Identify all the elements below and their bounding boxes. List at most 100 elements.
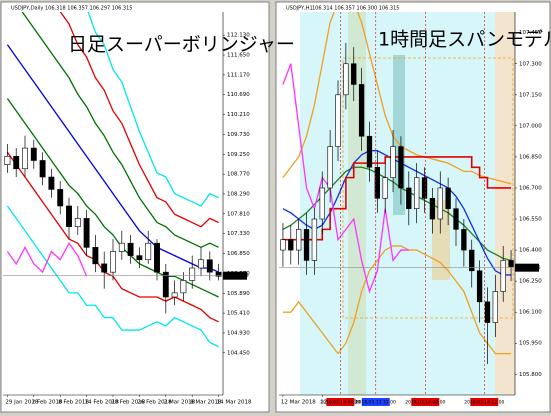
y-tick-label: 104.930 <box>227 330 250 336</box>
y-tick-label: 107.150 <box>519 92 542 98</box>
candle-body <box>311 218 318 261</box>
y-tick-label: 110.690 <box>227 92 250 98</box>
candle-body <box>500 260 506 292</box>
candle-body <box>57 189 64 207</box>
candle-body <box>437 187 443 220</box>
marker-label: 2018.03.14 12:00 <box>464 400 504 406</box>
candle-body <box>30 147 37 161</box>
candle-body <box>198 259 204 269</box>
ohlc: 106.314 106.357 106.300 106.315 <box>312 6 399 12</box>
indicator-line <box>6 205 219 348</box>
y-tick-label: 104.450 <box>227 350 250 356</box>
x-tick-label: 2 Feb 2018 <box>32 400 63 406</box>
candle-body <box>145 242 152 261</box>
x-tick-label: 12 Mar 2018 <box>281 400 316 406</box>
marker-box <box>326 398 355 406</box>
y-tick-label: 108.290 <box>227 191 250 197</box>
marker-label: 2018.03.13 00:00 <box>320 400 360 406</box>
candle-body <box>288 239 294 251</box>
candle-body <box>398 146 404 189</box>
candle-body <box>335 94 341 147</box>
candle-body <box>429 198 436 220</box>
y-tick-label: 106.850 <box>519 154 542 160</box>
candle-body <box>484 301 491 323</box>
x-tick-label: 14 Mar 2018 <box>217 400 252 406</box>
chart-title: 日足スーパーボリンジャー <box>68 34 295 56</box>
y-tick-label: 106.700 <box>519 185 542 191</box>
candle-body <box>358 84 365 137</box>
candle-body <box>319 187 325 220</box>
marker-label: 2018.03.13 12:00 <box>356 400 396 406</box>
indicator-line <box>282 12 512 185</box>
candle-body <box>83 218 90 248</box>
y-tick-label: 107.450 <box>519 30 542 36</box>
candle-body <box>461 229 467 251</box>
marker-box <box>361 398 390 406</box>
current-price-box <box>515 263 539 272</box>
y-tick-label: 110.210 <box>227 112 250 118</box>
candle-body <box>406 187 412 209</box>
x-tick-label: 8 Mar 2018 <box>190 400 222 406</box>
candle-body <box>453 208 459 230</box>
candle-body <box>92 247 99 265</box>
candle-body <box>127 242 134 256</box>
ohlc: 106.318 106.357 106.297 106.315 <box>45 6 132 12</box>
candle-body <box>48 176 55 190</box>
current-price-label: 106.315 <box>518 265 541 271</box>
y-tick-label: 107.810 <box>227 211 250 217</box>
marker-box <box>411 398 440 406</box>
indicator-line <box>282 156 512 241</box>
candle-body <box>476 270 483 303</box>
plot <box>4 12 222 348</box>
y-tick-label: 106.850 <box>227 251 250 257</box>
y-tick-label: 106.250 <box>519 279 542 285</box>
indicator-line <box>282 63 409 294</box>
candle-body <box>39 160 46 178</box>
y-tick-label: 107.000 <box>519 123 542 129</box>
candle-body <box>189 267 196 281</box>
y-tick-label: 111.650 <box>227 53 250 59</box>
candle-body <box>118 242 125 252</box>
current-price-box <box>223 271 247 280</box>
shade <box>348 12 366 395</box>
symbol: USDJPY,Daily <box>11 6 43 12</box>
y-tick-label: 106.100 <box>519 310 542 316</box>
candle-body <box>469 249 475 272</box>
candle-body <box>366 135 373 168</box>
candle-body <box>110 251 116 273</box>
y-tick-label: 105.410 <box>227 311 250 317</box>
indicator-line <box>59 12 219 228</box>
candle-body <box>414 177 420 209</box>
candle-body <box>13 156 20 170</box>
symbol: USDJPY,H1 <box>286 6 313 12</box>
current-price-label: 106.315 <box>226 273 249 279</box>
candle-body <box>390 146 396 178</box>
candle-body <box>171 292 178 298</box>
candle-body <box>374 166 380 199</box>
candle-body <box>74 218 81 227</box>
candle-body <box>327 146 333 189</box>
x-tick-label: 2 Mar 2018 <box>164 400 196 406</box>
candle-body <box>215 271 222 277</box>
indicator-line <box>21 12 219 249</box>
y-tick-label: 107.330 <box>227 231 250 237</box>
shade <box>393 55 405 215</box>
marker-box <box>470 398 499 406</box>
candle-body <box>508 260 514 267</box>
y-tick-label: 109.250 <box>227 152 250 158</box>
y-tick-label: 106.400 <box>519 248 542 254</box>
candle-body <box>351 63 357 85</box>
y-tick-label: 105.950 <box>519 341 542 347</box>
candle-body <box>280 239 286 251</box>
candle-body <box>101 263 108 273</box>
y-tick-label: 108.770 <box>227 172 250 178</box>
candle-body <box>492 291 498 323</box>
indicator-line <box>282 150 512 276</box>
indicator-line <box>282 245 512 355</box>
candle-body <box>22 147 28 170</box>
candle-body <box>421 177 428 199</box>
candle-body <box>4 156 11 165</box>
indicator-line <box>6 241 88 277</box>
candle-body <box>296 229 302 251</box>
plot <box>280 12 514 364</box>
